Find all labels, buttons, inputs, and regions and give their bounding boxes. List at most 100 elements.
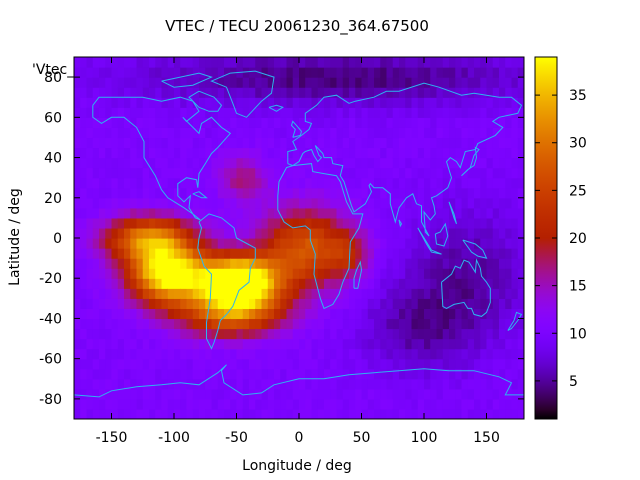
heatmap-cell bbox=[499, 157, 506, 169]
heatmap-cell bbox=[430, 67, 438, 78]
heatmap-cell bbox=[424, 167, 431, 179]
heatmap-cell bbox=[405, 408, 413, 419]
heatmap-cell bbox=[305, 268, 313, 279]
heatmap-cell bbox=[336, 308, 344, 320]
heatmap-cell bbox=[280, 258, 288, 269]
heatmap-cell bbox=[230, 187, 238, 199]
heatmap-cell bbox=[236, 408, 244, 419]
heatmap-cell bbox=[492, 167, 500, 179]
heatmap-cell bbox=[336, 408, 344, 419]
heatmap-cell bbox=[336, 157, 344, 169]
heatmap-cell bbox=[361, 197, 369, 209]
heatmap-cell bbox=[105, 288, 113, 299]
heatmap-cell bbox=[349, 398, 356, 410]
heatmap-cell bbox=[236, 187, 244, 199]
heatmap-cell bbox=[405, 398, 413, 410]
heatmap-cell bbox=[461, 368, 469, 380]
heatmap-cell bbox=[480, 378, 488, 390]
heatmap-cell bbox=[517, 358, 524, 370]
heatmap-cell bbox=[105, 167, 113, 179]
heatmap-cell bbox=[417, 197, 425, 209]
heatmap-cell bbox=[449, 57, 456, 68]
heatmap-cell bbox=[361, 298, 369, 309]
heatmap-cell bbox=[367, 298, 375, 309]
heatmap-cell bbox=[80, 137, 88, 149]
heatmap-cell bbox=[174, 77, 181, 88]
heatmap-cell bbox=[136, 167, 144, 179]
heatmap-cell bbox=[142, 187, 150, 199]
heatmap-cell bbox=[299, 348, 306, 360]
heatmap-cell bbox=[330, 408, 338, 419]
heatmap-cell bbox=[161, 308, 169, 320]
heatmap-cell bbox=[399, 268, 406, 279]
heatmap-cell bbox=[142, 197, 150, 209]
coastline-cuba bbox=[192, 191, 208, 199]
heatmap-cell bbox=[142, 147, 150, 159]
heatmap-cell bbox=[355, 238, 363, 249]
heatmap-cell bbox=[417, 318, 425, 330]
heatmap-cell bbox=[111, 278, 119, 289]
heatmap-cell bbox=[442, 388, 450, 400]
heatmap-cell bbox=[174, 338, 181, 350]
heatmap-cell bbox=[230, 147, 238, 159]
heatmap-cell bbox=[230, 308, 238, 320]
heatmap-cell bbox=[224, 227, 231, 239]
heatmap-cell bbox=[449, 318, 456, 330]
heatmap-cell bbox=[486, 207, 494, 219]
heatmap-cell bbox=[180, 238, 188, 249]
heatmap-cell bbox=[80, 298, 88, 309]
heatmap-cell bbox=[474, 298, 481, 309]
heatmap-cell bbox=[161, 187, 169, 199]
heatmap-cell bbox=[230, 368, 238, 380]
heatmap-cell bbox=[324, 308, 331, 320]
heatmap-cell bbox=[205, 358, 213, 370]
heatmap-cell bbox=[449, 177, 456, 189]
heatmap-cell bbox=[292, 107, 300, 118]
heatmap-cell bbox=[161, 127, 169, 139]
heatmap-cell bbox=[455, 197, 463, 209]
heatmap-cell bbox=[467, 358, 475, 370]
heatmap-cell bbox=[386, 258, 394, 269]
heatmap-cell bbox=[355, 318, 363, 330]
heatmap-cell bbox=[405, 248, 413, 259]
heatmap-cell bbox=[505, 408, 513, 419]
heatmap-cell bbox=[280, 288, 288, 299]
heatmap-cell bbox=[424, 308, 431, 320]
heatmap-cell bbox=[186, 328, 194, 340]
heatmap-cell bbox=[80, 117, 88, 128]
heatmap-cell bbox=[292, 318, 300, 330]
heatmap-cell bbox=[230, 107, 238, 118]
heatmap-cell bbox=[86, 87, 94, 98]
heatmap-cell bbox=[274, 268, 281, 279]
heatmap-cell bbox=[449, 147, 456, 159]
heatmap-cell bbox=[474, 207, 481, 219]
heatmap-cell bbox=[455, 318, 463, 330]
heatmap-cell bbox=[411, 338, 419, 350]
heatmap-cell bbox=[424, 278, 431, 289]
heatmap-cell bbox=[324, 167, 331, 179]
heatmap-cell bbox=[174, 268, 181, 279]
heatmap-cell bbox=[155, 278, 163, 289]
heatmap-cell bbox=[292, 288, 300, 299]
heatmap-cell bbox=[274, 248, 281, 259]
heatmap-cell bbox=[192, 117, 200, 128]
heatmap-cell bbox=[280, 318, 288, 330]
heatmap-cell bbox=[430, 388, 438, 400]
heatmap-cell bbox=[355, 388, 363, 400]
heatmap-cell bbox=[142, 87, 150, 98]
heatmap-cell bbox=[274, 97, 281, 108]
heatmap-cell bbox=[86, 358, 94, 370]
heatmap-cell bbox=[236, 227, 244, 239]
heatmap-cell bbox=[461, 268, 469, 279]
heatmap-cell bbox=[399, 378, 406, 390]
heatmap-cell bbox=[280, 187, 288, 199]
heatmap-cell bbox=[74, 278, 81, 289]
heatmap-cell bbox=[374, 117, 381, 128]
heatmap-cell bbox=[236, 368, 244, 380]
heatmap-cell bbox=[386, 238, 394, 249]
heatmap-cell bbox=[167, 147, 175, 159]
heatmap-cell bbox=[474, 107, 481, 118]
heatmap-cell bbox=[261, 97, 269, 108]
heatmap-cell bbox=[436, 348, 444, 360]
heatmap-cell bbox=[424, 57, 431, 68]
